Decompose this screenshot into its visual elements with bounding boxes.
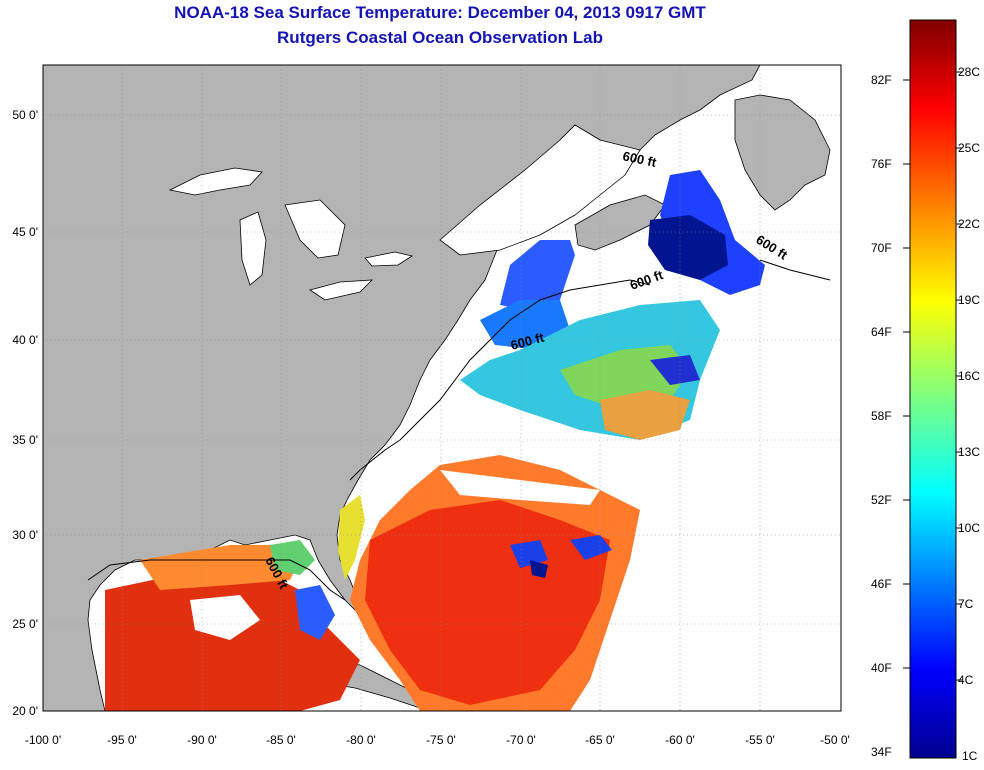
- colorbar-c-label: 22C: [958, 217, 981, 231]
- lake-superior: [168, 167, 263, 196]
- graticule: [43, 65, 841, 711]
- lake-huron: [284, 199, 346, 259]
- lon-tick-label: -50 0': [820, 733, 850, 747]
- colorbar-c-label: 16C: [958, 369, 981, 383]
- lon-tick-label: -65 0': [585, 733, 615, 747]
- lon-tick-label: -55 0': [745, 733, 775, 747]
- colorbar: [909, 19, 957, 759]
- colorbar-c-label: 28C: [958, 65, 981, 79]
- colorbar-c-label: 1C: [962, 749, 978, 763]
- lon-tick-label: -70 0': [506, 733, 536, 747]
- colorbar-f-label: 82F: [871, 73, 892, 87]
- colorbar-f-label: 70F: [871, 241, 892, 255]
- colorbar-c-label: 7C: [958, 597, 974, 611]
- colorbar-c-label: 4C: [958, 673, 974, 687]
- lon-tick-label: -85 0': [266, 733, 296, 747]
- lat-tick-label: 50 0': [12, 108, 38, 122]
- colorbar-c-label: 10C: [958, 521, 981, 535]
- colorbar-f-label: 34F: [871, 745, 892, 759]
- lake-michigan: [239, 211, 267, 286]
- lon-tick-label: -90 0': [187, 733, 217, 747]
- lat-tick-label: 40 0': [12, 333, 38, 347]
- lat-tick-label: 45 0': [12, 225, 38, 239]
- isobath-600ft-line: [87, 259, 831, 601]
- colorbar-f-label: 40F: [871, 661, 892, 675]
- map-subtitle: Rutgers Coastal Ocean Observation Lab: [277, 28, 603, 47]
- lat-tick-label: 35 0': [12, 433, 38, 447]
- map-title: NOAA-18 Sea Surface Temperature: Decembe…: [174, 3, 706, 22]
- colorbar-c-label: 13C: [958, 445, 981, 459]
- map-frame: [42, 64, 842, 712]
- sst-swath-north: [460, 170, 765, 440]
- colorbar-c-label: 19C: [958, 293, 981, 307]
- gulf-st-lawrence: [439, 124, 641, 256]
- sst-swath-south: [105, 455, 640, 711]
- lake-ontario: [364, 251, 414, 267]
- lon-tick-label: -80 0': [346, 733, 376, 747]
- lon-tick-label: -75 0': [426, 733, 456, 747]
- lat-tick-label: 30 0': [12, 528, 38, 542]
- land-newfoundland: [734, 94, 831, 211]
- colorbar-f-label: 52F: [871, 493, 892, 507]
- lon-tick-label: -60 0': [665, 733, 695, 747]
- colorbar-f-label: 64F: [871, 325, 892, 339]
- isobath-label: 600 ft: [621, 148, 658, 170]
- lake-erie: [309, 279, 374, 301]
- colorbar-f-label: 46F: [871, 577, 892, 591]
- lon-tick-label: -95 0': [107, 733, 137, 747]
- colorbar-f-label: 76F: [871, 157, 892, 171]
- colorbar-c-label: 25C: [958, 141, 981, 155]
- colorbar-f-label: 58F: [871, 409, 892, 423]
- lat-tick-label: 20 0': [12, 704, 38, 718]
- lon-tick-label: -100 0': [24, 733, 62, 747]
- lat-tick-label: 25 0': [12, 617, 38, 631]
- colorbar-ticks: [903, 71, 962, 681]
